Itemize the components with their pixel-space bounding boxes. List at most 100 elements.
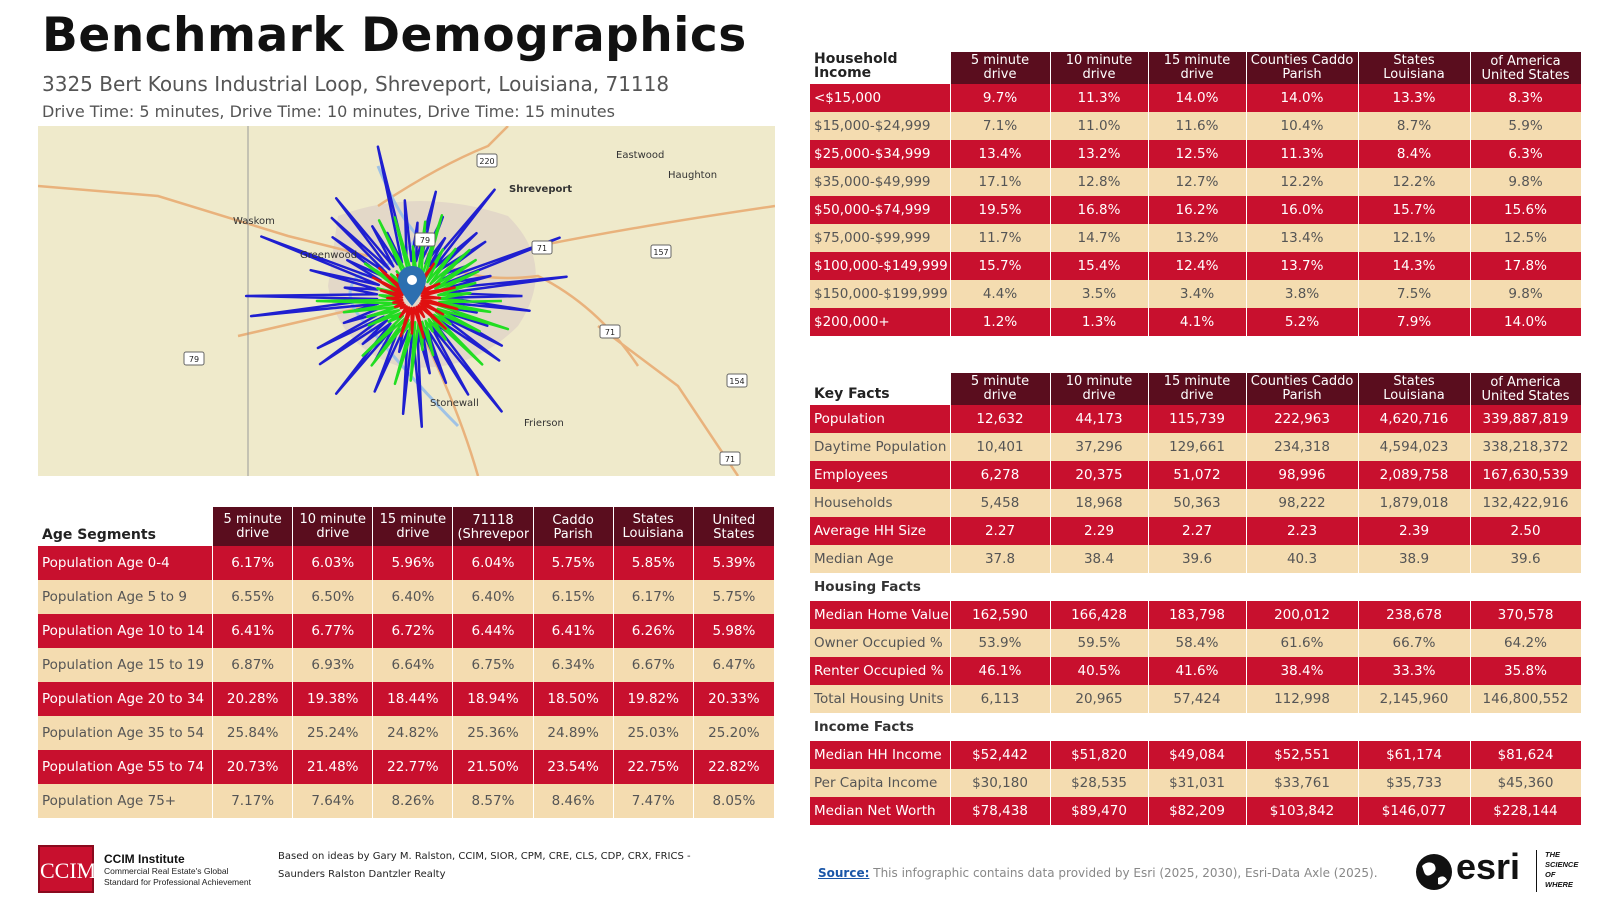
row-label: $35,000-$49,999 (810, 168, 951, 196)
ccim-tagline: Commercial Real Estate's Global Standard… (104, 866, 251, 887)
cell: 10.4% (1246, 112, 1359, 140)
cell: 6,113 (950, 685, 1051, 713)
highway-label: 154 (729, 377, 744, 386)
cell: 18.50% (533, 682, 614, 716)
cell: 6.93% (292, 648, 374, 682)
header-text: Counties Caddo Parish (545, 512, 602, 542)
cell: 12.7% (1148, 168, 1247, 196)
row-label: $75,000-$99,999 (810, 224, 951, 252)
header-text: States Louisiana (1383, 54, 1445, 82)
header-text: 10 minute drive (1065, 375, 1133, 403)
income-table: Household Income 5 minute drive 10 minute … (810, 52, 1582, 336)
cell: 8.4% (1358, 140, 1471, 168)
table-row: Population Age 75+ 7.17% 7.64% 8.26% 8.57% 8.… (38, 784, 776, 818)
cell: 40.5% (1050, 657, 1149, 685)
cell: 19.82% (613, 682, 694, 716)
cell: 37.8 (950, 545, 1051, 573)
column-header: Counties Caddo Parish (533, 507, 614, 546)
cell: 19.38% (292, 682, 374, 716)
cell: 339,887,819 (1470, 405, 1582, 433)
cell: 6.87% (212, 648, 294, 682)
cell: 115,739 (1148, 405, 1247, 433)
place-label: Eastwood (616, 150, 664, 161)
cell: 8.26% (372, 784, 454, 818)
highway-label: 79 (189, 355, 199, 364)
cell: $52,551 (1246, 741, 1359, 769)
column-header: 5 minute drive (212, 507, 294, 546)
cell: 129,661 (1148, 433, 1247, 461)
cell: 9.8% (1470, 280, 1582, 308)
table-row: $75,000-$99,999 11.7% 14.7% 13.2% 13.4% 12.1%… (810, 224, 1582, 252)
site-pin (398, 266, 426, 306)
cell: 12.5% (1470, 224, 1582, 252)
table-row: Population Age 5 to 9 6.55% 6.50% 6.40% 6.40… (38, 580, 776, 614)
cell: 16.8% (1050, 196, 1149, 224)
table-row: Population Age 55 to 74 20.73% 21.48% 22.77… (38, 750, 776, 784)
cell: 2.27 (1148, 517, 1247, 545)
cell: 44,173 (1050, 405, 1149, 433)
table-row: Per Capita Income $30,180 $28,535 $31,031 $3… (810, 769, 1582, 797)
cell: 6.40% (372, 580, 454, 614)
cell: 222,963 (1246, 405, 1359, 433)
cell: 1.2% (950, 308, 1051, 336)
cell: $82,209 (1148, 797, 1247, 825)
cell: 12.5% (1148, 140, 1247, 168)
cell: $33,761 (1246, 769, 1359, 797)
cell: 13.4% (950, 140, 1051, 168)
cell: 14.0% (1246, 84, 1359, 112)
place-label: Stonewall (430, 398, 479, 409)
cell: 166,428 (1050, 601, 1149, 629)
cell: 20.33% (693, 682, 776, 716)
column-header: 15 minute drive (372, 507, 454, 546)
cell: 9.7% (950, 84, 1051, 112)
column-header: States Louisiana (1358, 373, 1471, 405)
cell: 24.82% (372, 716, 454, 750)
cell: 23.54% (533, 750, 614, 784)
cell: 41.6% (1148, 657, 1247, 685)
cell: $61,174 (1358, 741, 1471, 769)
cell: $81,624 (1470, 741, 1582, 769)
age-table: Age Segments 5 minute drive 10 minute driv… (38, 507, 776, 818)
cell: 6.55% (212, 580, 294, 614)
cell: 21.50% (452, 750, 534, 784)
cell: 6.26% (613, 614, 694, 648)
facts-table: Key Facts 5 minute drive 10 minute drive 15… (810, 373, 1582, 825)
cell: $228,144 (1470, 797, 1582, 825)
cell: 24.89% (533, 716, 614, 750)
table-row: Population Age 15 to 19 6.87% 6.93% 6.64% 6.… (38, 648, 776, 682)
table-row: Population Age 0-4 6.17% 6.03% 5.96% 6.04% 5.… (38, 546, 776, 580)
cell: 2.50 (1470, 517, 1582, 545)
cell: 112,998 (1246, 685, 1359, 713)
cell: 200,012 (1246, 601, 1359, 629)
cell: 6.17% (212, 546, 294, 580)
cell: 1,879,018 (1358, 489, 1471, 517)
cell: 39.6 (1470, 545, 1582, 573)
cell: 7.9% (1358, 308, 1471, 336)
table-row: Population 12,632 44,173 115,739 222,963 4,62… (810, 405, 1582, 433)
cell: 18,968 (1050, 489, 1149, 517)
cell: 12.8% (1050, 168, 1149, 196)
row-label: Population Age 20 to 34 (38, 682, 214, 716)
column-header: United States of America United States (1470, 373, 1582, 405)
cell: $30,180 (950, 769, 1051, 797)
cell: $45,360 (1470, 769, 1582, 797)
source-label: Source: (818, 866, 870, 880)
cell: 5.75% (533, 546, 614, 580)
cell: 13.7% (1246, 252, 1359, 280)
cell: 8.7% (1358, 112, 1471, 140)
cell: $35,733 (1358, 769, 1471, 797)
cell: 5.9% (1470, 112, 1582, 140)
cell: 14.3% (1358, 252, 1471, 280)
drive-times: Drive Time: 5 minutes, Drive Time: 10 mi… (42, 102, 615, 121)
column-header: 15 minute drive (1148, 52, 1247, 84)
table-row: Population Age 10 to 14 6.41% 6.77% 6.72% 6.… (38, 614, 776, 648)
site-pin-dot (407, 275, 417, 285)
row-label: Renter Occupied % (810, 657, 951, 685)
cell: 11.7% (950, 224, 1051, 252)
cell: 6.03% (292, 546, 374, 580)
cell: $52,442 (950, 741, 1051, 769)
source-text: This infographic contains data provided … (873, 866, 1378, 880)
cell: $28,535 (1050, 769, 1149, 797)
cell: 11.0% (1050, 112, 1149, 140)
